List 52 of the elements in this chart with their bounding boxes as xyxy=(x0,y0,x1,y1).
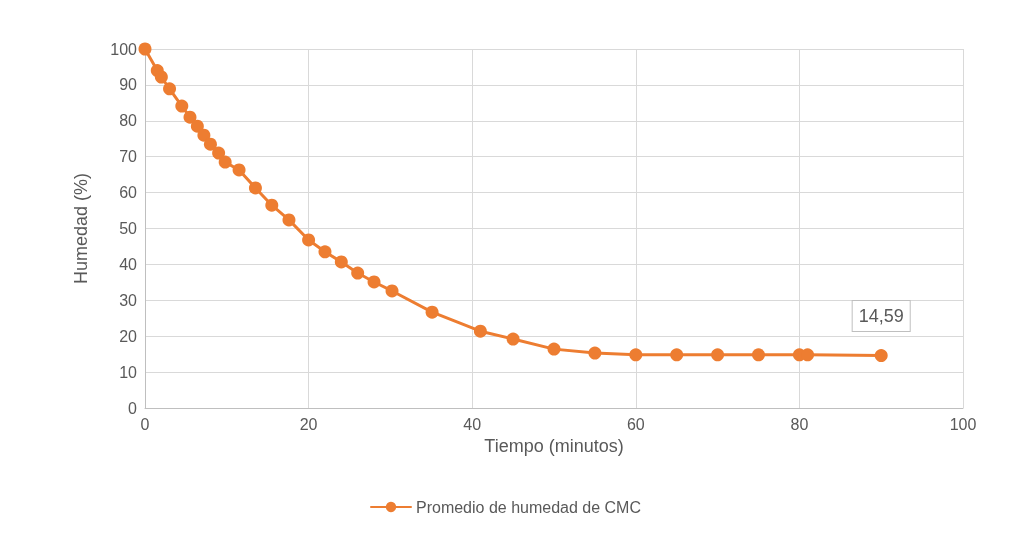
y-tick-label: 20 xyxy=(119,327,138,345)
y-tick-label: 50 xyxy=(119,220,138,237)
x-tick-label: 80 xyxy=(790,415,809,433)
x-tick-label: 100 xyxy=(949,415,977,433)
point xyxy=(473,324,487,338)
point xyxy=(218,155,232,169)
x-tick-label: 40 xyxy=(463,415,482,433)
y-tick-label: 40 xyxy=(119,255,138,273)
point xyxy=(752,348,765,362)
point xyxy=(425,305,439,319)
point xyxy=(385,284,399,298)
point xyxy=(506,332,520,346)
y-axis-title: Humedad (%) xyxy=(71,172,91,285)
point xyxy=(282,213,296,227)
x-axis-title: Tiempo (minutos) xyxy=(484,435,624,456)
point xyxy=(154,70,168,84)
point xyxy=(265,198,279,212)
point xyxy=(351,266,365,280)
point xyxy=(547,342,561,356)
y-tick-label: 70 xyxy=(119,148,138,166)
data-label: 14,59 xyxy=(858,306,904,327)
point xyxy=(588,346,602,360)
point xyxy=(711,348,725,362)
y-tick-label: 0 xyxy=(128,399,138,417)
point xyxy=(190,119,204,133)
point xyxy=(197,128,211,142)
point xyxy=(232,163,246,177)
y-tick-label: 30 xyxy=(119,291,138,309)
point xyxy=(183,110,197,124)
y-tick-label: 100 xyxy=(110,40,138,58)
point xyxy=(318,245,332,259)
point xyxy=(302,233,316,247)
x-tick-label: 20 xyxy=(299,415,318,433)
point xyxy=(367,275,381,289)
y-tick-label: 10 xyxy=(119,363,138,381)
point xyxy=(163,82,177,96)
point xyxy=(334,255,348,269)
point xyxy=(670,348,684,362)
y-tick-label: 90 xyxy=(119,76,138,94)
y-tick-label: 80 xyxy=(119,112,138,130)
legend-label: Promedio de humedad de CMC xyxy=(416,498,642,516)
point xyxy=(203,137,217,151)
point xyxy=(874,349,888,363)
point xyxy=(175,99,189,113)
point xyxy=(629,348,643,362)
x-tick-label: 60 xyxy=(626,415,645,433)
y-tick-label: 60 xyxy=(119,184,138,202)
point xyxy=(138,42,152,56)
point xyxy=(248,181,262,195)
x-tick-label: 0 xyxy=(140,415,150,433)
point xyxy=(801,348,815,362)
point xyxy=(212,146,226,160)
